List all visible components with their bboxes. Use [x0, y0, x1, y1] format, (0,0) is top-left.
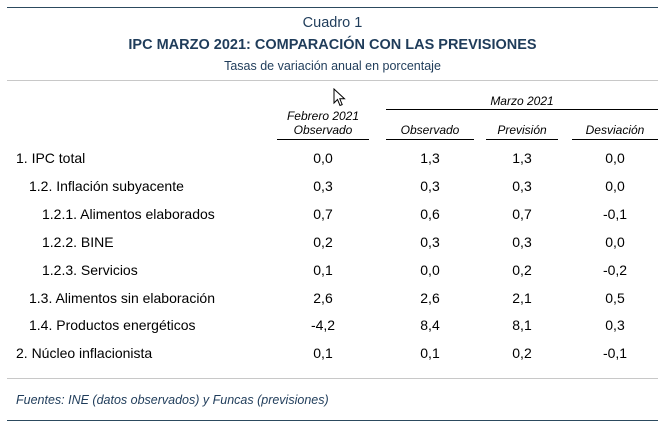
cell-observado: 0,3 [420, 234, 440, 250]
cell-observado: 1,3 [420, 150, 440, 166]
cell-feb: 0,1 [313, 345, 333, 361]
row-label: 1.2.1. Alimentos elaborados [42, 206, 215, 222]
cell-feb: 0,7 [313, 206, 333, 222]
cell-desviacion: 0,3 [605, 317, 625, 333]
cell-prevision: 0,2 [512, 345, 532, 361]
row-label: 1. IPC total [16, 150, 86, 166]
cell-desviacion: -0,1 [602, 345, 628, 361]
row-label: 1.2.2. BINE [42, 234, 114, 250]
cell-prevision: 0,7 [512, 206, 532, 222]
table-row: 1.2.1. Alimentos elaborados 0,7 0,6 0,7 … [0, 206, 665, 226]
cell-prevision: 0,3 [512, 178, 532, 194]
mouse-pointer-icon [333, 88, 346, 107]
table-subtitle: Tasas de variación anual en porcentaje [224, 59, 441, 73]
col-header-observado: Observado [400, 123, 460, 137]
cell-feb: 2,6 [313, 290, 333, 306]
cell-observado: 0,6 [420, 206, 440, 222]
cell-desviacion: 0,0 [605, 178, 625, 194]
col-header-feb-line1: Febrero 2021 [286, 109, 360, 123]
table-row: 1.2.3. Servicios 0,1 0,0 0,2 -0,2 [0, 262, 665, 282]
cell-desviacion: -0,2 [602, 262, 628, 278]
cell-prevision: 0,2 [512, 262, 532, 278]
table-row: 2. Núcleo inflacionista 0,1 0,1 0,2 -0,1 [0, 345, 665, 365]
prevision-col-underline [486, 139, 558, 140]
col-header-feb: Febrero 2021 Observado [277, 109, 369, 137]
feb-col-underline [277, 139, 369, 140]
table-row: 1.2.2. BINE 0,2 0,3 0,3 0,0 [0, 234, 665, 254]
row-label: 1.3. Alimentos sin elaboración [29, 290, 215, 306]
row-label: 1.2. Inflación subyacente [29, 178, 184, 194]
col-header-feb-line2: Observado [293, 123, 353, 137]
cell-prevision: 8,1 [512, 317, 532, 333]
cell-prevision: 1,3 [512, 150, 532, 166]
observado-col-underline [386, 139, 474, 140]
cell-observado: 0,1 [420, 345, 440, 361]
cell-desviacion: 0,0 [605, 150, 625, 166]
cell-desviacion: 0,5 [605, 290, 625, 306]
table-bottom-divider [7, 378, 658, 379]
cell-feb: 0,3 [313, 178, 333, 194]
cell-feb: 0,0 [313, 150, 333, 166]
cell-feb: 0,1 [313, 262, 333, 278]
bottom-rule [7, 420, 658, 421]
cell-prevision: 0,3 [512, 234, 532, 250]
source-footnote: Fuentes: INE (datos observados) y Funcas… [16, 393, 329, 407]
cell-observado: 8,4 [420, 317, 440, 333]
cell-observado: 2,6 [420, 290, 440, 306]
cell-observado: 0,0 [420, 262, 440, 278]
col-header-march-group: Marzo 2021 [490, 94, 554, 108]
cell-prevision: 2,1 [512, 290, 532, 306]
table-title: IPC MARZO 2021: COMPARACIÓN CON LAS PREV… [128, 37, 537, 53]
table-row: 1.2. Inflación subyacente 0,3 0,3 0,3 0,… [0, 178, 665, 198]
title-divider [7, 80, 658, 81]
table-row: 1. IPC total 0,0 1,3 1,3 0,0 [0, 150, 665, 170]
cell-desviacion: 0,0 [605, 234, 625, 250]
row-label: 2. Núcleo inflacionista [16, 345, 153, 361]
cell-observado: 0,3 [420, 178, 440, 194]
table-number: Cuadro 1 [302, 15, 363, 31]
cell-feb: 0,2 [313, 234, 333, 250]
top-rule [7, 7, 658, 8]
row-label: 1.2.3. Servicios [42, 262, 138, 278]
col-header-prevision: Previsión [497, 123, 547, 137]
table-row: 1.4. Productos energéticos -4,2 8,4 8,1 … [0, 317, 665, 337]
cell-feb: -4,2 [310, 317, 336, 333]
table-row: 1.3. Alimentos sin elaboración 2,6 2,6 2… [0, 290, 665, 310]
desviacion-col-underline [572, 139, 658, 140]
col-header-desviacion: Desviación [585, 123, 645, 137]
march-group-line [386, 109, 658, 110]
cell-desviacion: -0,1 [602, 206, 628, 222]
row-label: 1.4. Productos energéticos [29, 317, 196, 333]
